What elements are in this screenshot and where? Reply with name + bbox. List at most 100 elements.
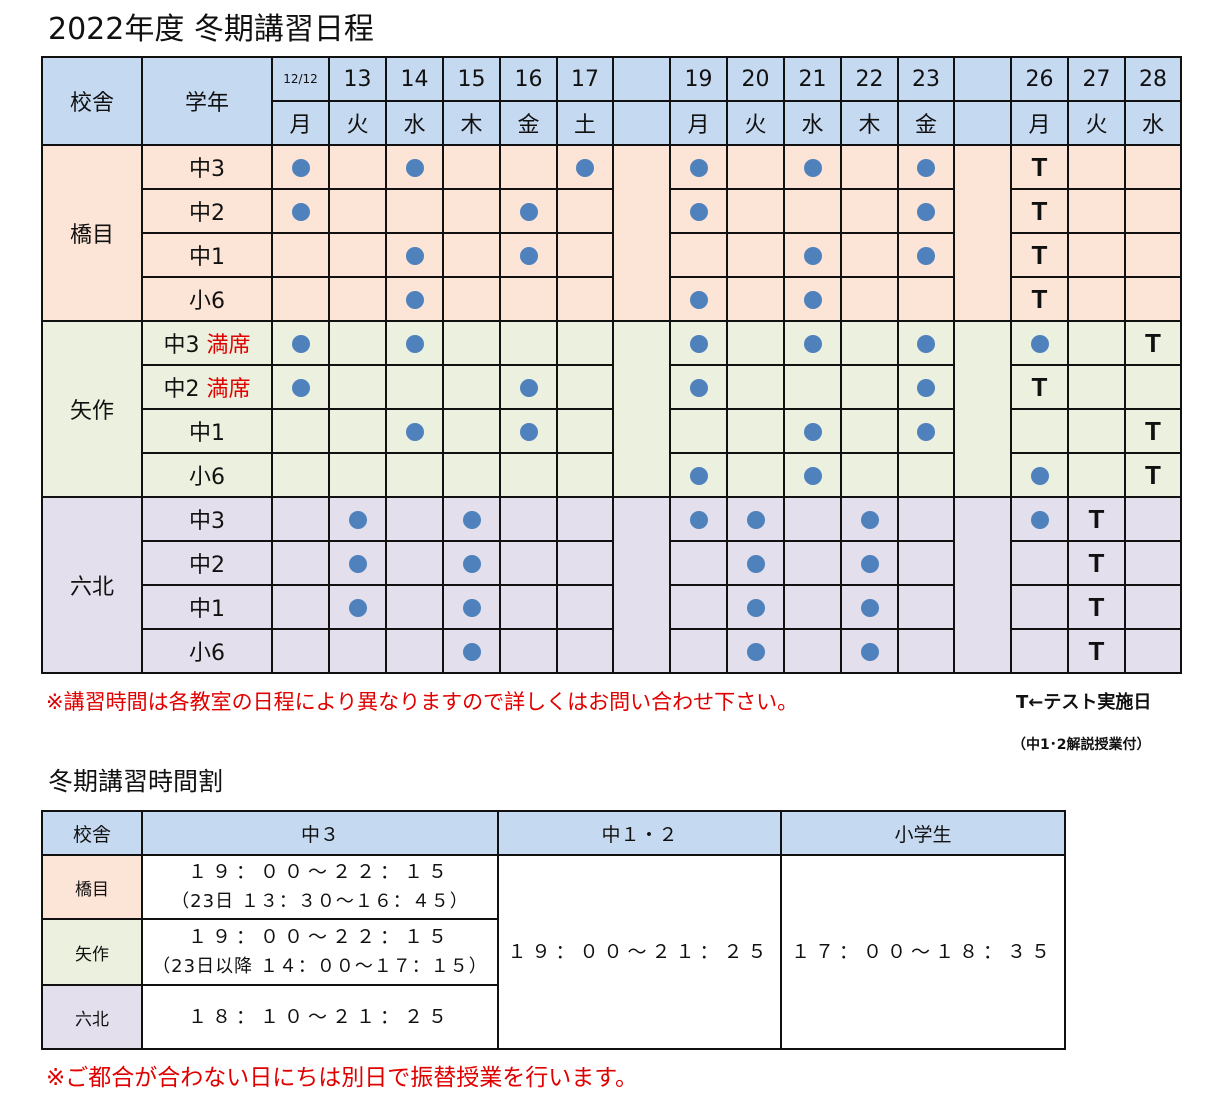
campus-cell: 矢作 <box>42 321 142 497</box>
day-header: 火 <box>1068 101 1125 145</box>
timetable-chu3-cell: １９：００～２２：１５ （23日以降 １４：００～１７：１５） <box>142 919 498 985</box>
schedule-cell <box>500 321 557 365</box>
schedule-cell <box>727 629 784 673</box>
class-day-dot <box>917 379 935 397</box>
schedule-cell: T <box>1125 453 1181 497</box>
schedule-cell <box>784 321 841 365</box>
schedule-cell <box>784 541 841 585</box>
test-day-mark: T <box>1089 548 1105 578</box>
class-day-dot <box>292 159 310 177</box>
schedule-cell <box>329 277 386 321</box>
schedule-cell <box>329 145 386 189</box>
class-day-dot <box>463 643 481 661</box>
date-header: 15 <box>443 57 500 101</box>
class-day-dot <box>917 203 935 221</box>
gap-cell <box>613 497 670 673</box>
chu3-time-note: （23日 １３：３０～１６：４５） <box>143 887 497 917</box>
gap-header <box>613 57 670 101</box>
schedule-cell <box>1125 585 1181 629</box>
schedule-cell <box>386 585 443 629</box>
schedule-cell <box>727 233 784 277</box>
class-day-dot <box>804 159 822 177</box>
timetable-campus-cell: 橋目 <box>42 855 142 919</box>
schedule-cell <box>1011 585 1068 629</box>
schedule-cell <box>841 497 898 541</box>
schedule-cell <box>784 189 841 233</box>
schedule-cell <box>443 189 500 233</box>
schedule-cell <box>1125 189 1181 233</box>
gap-header <box>954 57 1011 101</box>
schedule-cell <box>443 629 500 673</box>
schedule-cell <box>784 409 841 453</box>
class-day-dot <box>747 599 765 617</box>
schedule-cell <box>898 321 954 365</box>
date-header: 26 <box>1011 57 1068 101</box>
campus-header: 校舎 <box>42 57 142 145</box>
schedule-cell <box>841 233 898 277</box>
schedule-cell <box>557 497 613 541</box>
schedule-row: 中1 T <box>42 409 1181 453</box>
schedule-cell <box>841 145 898 189</box>
grade-label: 中3 <box>189 509 225 534</box>
schedule-cell <box>329 541 386 585</box>
schedule-cell <box>500 585 557 629</box>
schedule-cell <box>1125 277 1181 321</box>
schedule-cell <box>443 585 500 629</box>
schedule-cell <box>841 365 898 409</box>
test-day-mark: T <box>1032 284 1048 314</box>
schedule-cell <box>1125 629 1181 673</box>
schedule-cell <box>500 541 557 585</box>
schedule-cell <box>784 145 841 189</box>
schedule-row: 中1 T <box>42 233 1181 277</box>
class-day-dot <box>406 159 424 177</box>
schedule-cell <box>670 277 727 321</box>
schedule-cell <box>272 541 329 585</box>
class-day-dot <box>576 159 594 177</box>
chu12-time: １９：００～２１：２５ <box>498 855 781 1049</box>
gap-header <box>954 101 1011 145</box>
schedule-cell <box>272 145 329 189</box>
schedule-cell <box>500 497 557 541</box>
schedule-cell <box>272 189 329 233</box>
schedule-cell <box>329 585 386 629</box>
schedule-cell <box>1011 321 1068 365</box>
schedule-cell <box>784 233 841 277</box>
grade-cell: 小6 <box>142 277 272 321</box>
schedule-row: 橋目 中3 T <box>42 145 1181 189</box>
grade-label: 中1 <box>189 597 225 622</box>
timetable-chu3-cell: １９：００～２２：１５ （23日 １３：３０～１６：４５） <box>142 855 498 919</box>
schedule-cell <box>329 365 386 409</box>
test-day-mark: T <box>1145 460 1161 490</box>
date-header: 20 <box>727 57 784 101</box>
test-day-mark: T <box>1032 196 1048 226</box>
test-day-mark: T <box>1089 636 1105 666</box>
day-header: 火 <box>727 101 784 145</box>
schedule-cell <box>1011 497 1068 541</box>
schedule-cell <box>443 321 500 365</box>
schedule-cell <box>727 497 784 541</box>
schedule-cell <box>272 629 329 673</box>
schedule-cell <box>272 497 329 541</box>
schedule-cell <box>1125 365 1181 409</box>
schedule-cell <box>272 585 329 629</box>
test-day-mark: T <box>1089 592 1105 622</box>
schedule-row: 中2 T <box>42 541 1181 585</box>
schedule-cell <box>500 365 557 409</box>
class-day-dot <box>406 335 424 353</box>
schedule-cell <box>1068 365 1125 409</box>
date-header: 16 <box>500 57 557 101</box>
schedule-cell <box>727 585 784 629</box>
chu3-time: １８：１０～２１：２５ <box>142 985 498 1049</box>
schedule-cell <box>727 365 784 409</box>
schedule-cell <box>670 541 727 585</box>
date-header-row: 校舎 学年 12/12 13 14 15 16 17 19 20 21 22 23 26 27 28 <box>42 57 1181 101</box>
chu3-time-note: （23日以降 １４：００～１７：１５） <box>143 952 497 982</box>
schedule-cell <box>557 145 613 189</box>
test-day-mark: T <box>1089 504 1105 534</box>
schedule-cell <box>557 321 613 365</box>
class-day-dot <box>917 159 935 177</box>
schedule-cell <box>841 453 898 497</box>
schedule-cell <box>727 453 784 497</box>
date-header: 14 <box>386 57 443 101</box>
class-day-dot <box>917 423 935 441</box>
